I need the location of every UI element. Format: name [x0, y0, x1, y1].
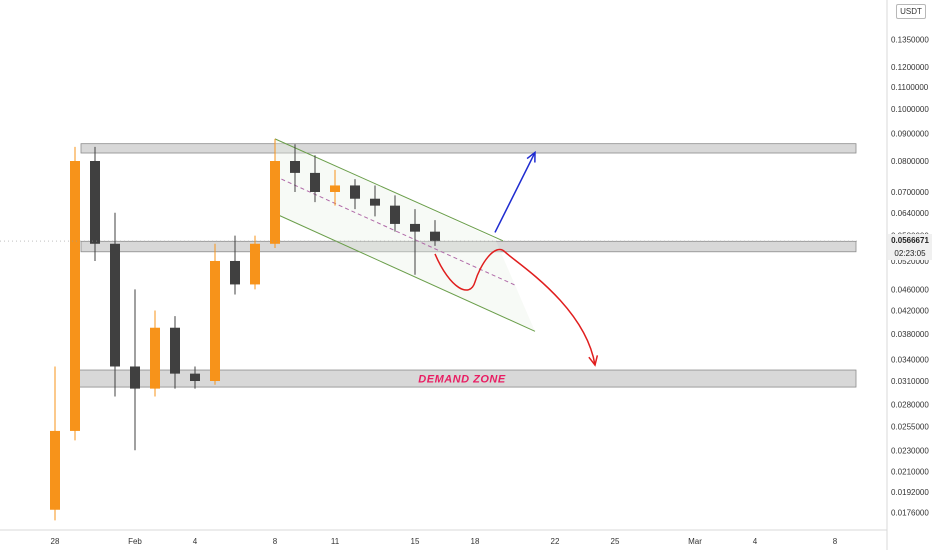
- candle-body: [50, 430, 60, 510]
- x-tick-label: 25: [611, 537, 620, 546]
- y-tick-label: 0.0520000: [891, 257, 929, 266]
- candle-body: [330, 185, 340, 192]
- candle-body: [190, 373, 200, 381]
- candle-body: [430, 231, 440, 241]
- candle-body: [270, 161, 280, 244]
- y-tick-label: 0.0340000: [891, 356, 929, 365]
- candle-body: [110, 243, 120, 367]
- candle-body: [150, 327, 160, 389]
- candle-body: [70, 161, 80, 431]
- last-price-value: 0.0566671: [891, 236, 929, 245]
- y-tick-label: 0.0255000: [891, 422, 929, 431]
- y-tick-label: 0.1100000: [891, 83, 929, 92]
- x-tick-label: 11: [331, 537, 340, 546]
- currency-badge[interactable]: USDT: [896, 4, 926, 19]
- candle-body: [310, 172, 320, 192]
- candle-body: [130, 366, 140, 389]
- y-tick-label: 0.0700000: [891, 188, 929, 197]
- x-tick-label: 28: [51, 537, 60, 546]
- y-tick-label: 0.0460000: [891, 285, 929, 294]
- zone-resistance: [80, 143, 857, 154]
- x-tick-label: 8: [833, 537, 838, 546]
- y-tick-label: 0.0280000: [891, 401, 929, 410]
- candle-body: [210, 260, 220, 381]
- y-tick-label: 0.0210000: [891, 467, 929, 476]
- y-tick-label: 0.0900000: [891, 130, 929, 139]
- candle-body: [390, 205, 400, 224]
- candles-layer: [50, 138, 440, 521]
- candle-countdown: 02:23:05: [894, 249, 926, 258]
- y-tick-label: 0.0310000: [891, 377, 929, 386]
- y-tick-label: 0.0176000: [891, 508, 929, 517]
- scenario-up-line: [494, 152, 536, 233]
- y-tick-label: 0.0800000: [891, 157, 929, 166]
- x-tick-label: 4: [193, 537, 198, 546]
- scenario-down-path: [434, 248, 596, 366]
- candle-body: [410, 223, 420, 232]
- channel-layer: [274, 138, 536, 332]
- y-tick-label: 0.0640000: [891, 209, 929, 218]
- candle-body: [250, 243, 260, 285]
- y-tick-label: 0.0420000: [891, 307, 929, 316]
- x-tick-label: 22: [551, 537, 560, 546]
- scenario-down-arrowhead: [588, 355, 599, 367]
- y-tick-label: 0.0192000: [891, 488, 929, 497]
- scenario-up-arrowhead: [526, 150, 536, 163]
- candle-body: [230, 260, 240, 285]
- candle-body: [350, 185, 360, 199]
- drawings-layer: [0, 150, 858, 367]
- y-tick-label: 0.1350000: [891, 36, 929, 45]
- last-price-tag: 0.0566671 02:23:05: [888, 234, 932, 260]
- y-tick-label: 0.1000000: [891, 105, 929, 114]
- candle-body: [90, 161, 100, 244]
- channel-upper-line: [274, 138, 504, 242]
- candle-body: [370, 198, 380, 206]
- y-tick-label: 0.0380000: [891, 330, 929, 339]
- channel-lower-line: [274, 213, 536, 332]
- candle-body: [170, 327, 180, 374]
- candle-body: [290, 161, 300, 173]
- x-tick-label: Mar: [688, 537, 702, 546]
- x-tick-label: 15: [411, 537, 420, 546]
- y-tick-label: 0.1200000: [891, 63, 929, 72]
- x-tick-label: 4: [753, 537, 758, 546]
- x-tick-label: 18: [471, 537, 480, 546]
- y-tick-label: 0.0230000: [891, 446, 929, 455]
- x-tick-label: Feb: [128, 537, 142, 546]
- x-tick-label: 8: [273, 537, 278, 546]
- zone-label-demand: DEMAND ZONE: [418, 374, 506, 386]
